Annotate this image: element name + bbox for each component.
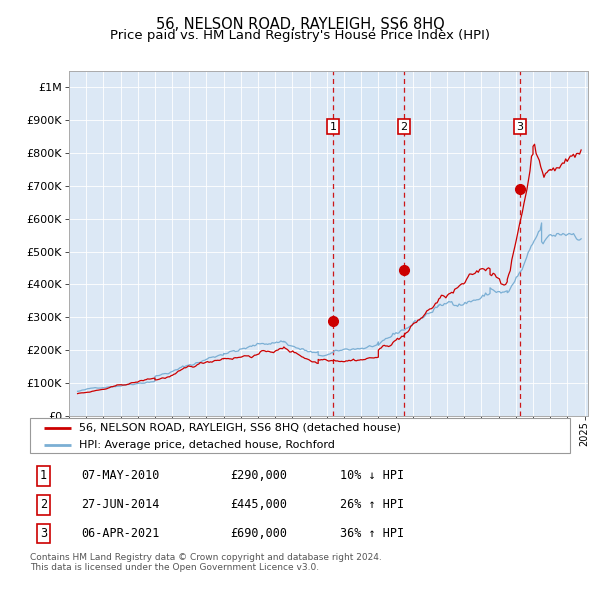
Text: 27-JUN-2014: 27-JUN-2014: [82, 498, 160, 511]
Text: 56, NELSON ROAD, RAYLEIGH, SS6 8HQ: 56, NELSON ROAD, RAYLEIGH, SS6 8HQ: [155, 17, 445, 31]
Text: HPI: Average price, detached house, Rochford: HPI: Average price, detached house, Roch…: [79, 440, 334, 450]
Text: 36% ↑ HPI: 36% ↑ HPI: [341, 527, 404, 540]
Text: 1: 1: [329, 122, 337, 132]
Text: 06-APR-2021: 06-APR-2021: [82, 527, 160, 540]
Text: 2: 2: [40, 498, 47, 511]
FancyBboxPatch shape: [30, 418, 570, 453]
Text: 2: 2: [401, 122, 407, 132]
Bar: [333, 71, 404, 416]
Text: £445,000: £445,000: [230, 498, 287, 511]
Text: Contains HM Land Registry data © Crown copyright and database right 2024.: Contains HM Land Registry data © Crown c…: [30, 553, 382, 562]
Text: Price paid vs. HM Land Registry's House Price Index (HPI): Price paid vs. HM Land Registry's House …: [110, 30, 490, 42]
Text: 3: 3: [517, 122, 524, 132]
Text: 10% ↓ HPI: 10% ↓ HPI: [341, 470, 404, 483]
Text: 26% ↑ HPI: 26% ↑ HPI: [341, 498, 404, 511]
Text: £690,000: £690,000: [230, 527, 287, 540]
Text: This data is licensed under the Open Government Licence v3.0.: This data is licensed under the Open Gov…: [30, 563, 319, 572]
Text: 56, NELSON ROAD, RAYLEIGH, SS6 8HQ (detached house): 56, NELSON ROAD, RAYLEIGH, SS6 8HQ (deta…: [79, 422, 400, 432]
Text: 07-MAY-2010: 07-MAY-2010: [82, 470, 160, 483]
Text: £290,000: £290,000: [230, 470, 287, 483]
Text: 1: 1: [40, 470, 47, 483]
Text: 3: 3: [40, 527, 47, 540]
